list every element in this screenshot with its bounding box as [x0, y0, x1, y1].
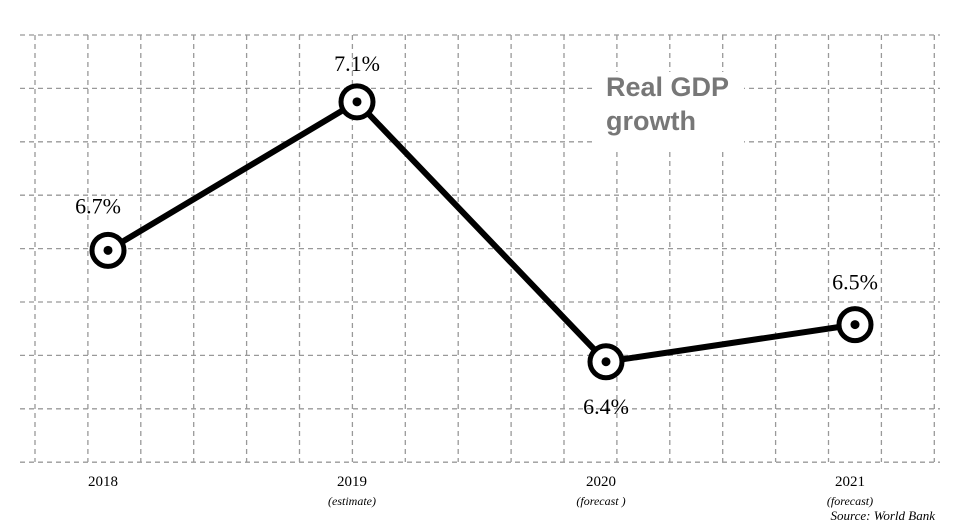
title-box — [596, 72, 744, 150]
x-tick-label: 2020 — [586, 474, 616, 490]
x-tick-note: (forecast) — [827, 494, 873, 508]
source: Source: World Bank — [831, 508, 936, 523]
data-label: 6.7% — [75, 193, 121, 218]
x-tick-note: (estimate) — [328, 494, 376, 508]
point-dot — [601, 357, 611, 367]
point-dot — [103, 245, 113, 255]
x-tick-label: 2018 — [88, 474, 118, 490]
x-tick-label: 2021 — [835, 474, 865, 490]
point-dot — [850, 320, 860, 330]
data-label: 6.4% — [583, 394, 629, 419]
x-tick-note: (forecast ) — [576, 494, 625, 508]
data-label: 6.5% — [832, 270, 878, 295]
grid — [20, 34, 940, 463]
chart-title: Real GDP growth — [606, 72, 729, 136]
line — [106, 98, 856, 365]
x-tick-label: 2019 — [337, 474, 367, 490]
data-label: 7.1% — [334, 51, 380, 76]
point-dot — [352, 97, 362, 107]
